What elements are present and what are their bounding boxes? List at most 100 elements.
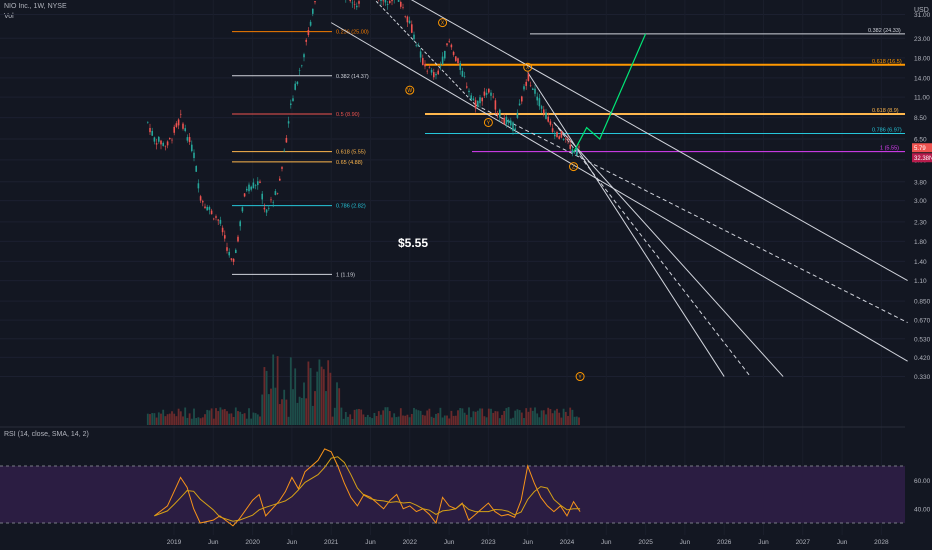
candle-body <box>228 251 230 256</box>
time-tick: Jun <box>601 539 612 546</box>
candle-body <box>250 186 252 190</box>
time-tick: 2026 <box>717 539 732 546</box>
volume-bar <box>514 410 517 425</box>
volume-bar <box>413 407 415 425</box>
wave-label: Y <box>578 375 582 381</box>
volume-bar <box>527 411 530 425</box>
candle-body <box>290 103 292 105</box>
candle-body <box>177 119 180 126</box>
volume-bar <box>424 415 426 425</box>
volume-bar <box>230 413 233 425</box>
volume-bar <box>373 412 376 425</box>
volume-bar <box>569 407 572 425</box>
volume-bar <box>391 417 393 425</box>
volume-bar <box>160 413 162 425</box>
volume-bar <box>518 410 521 425</box>
candle-body <box>309 21 312 26</box>
candle-body <box>397 0 400 2</box>
candle-body <box>188 137 191 143</box>
volume-bar <box>171 411 173 425</box>
volume-bar <box>234 407 237 425</box>
candle-body <box>547 116 549 122</box>
candle-body <box>413 34 415 40</box>
candle-body <box>213 218 215 220</box>
candle-body <box>424 64 426 67</box>
candle-body <box>272 201 274 203</box>
volume-bar <box>384 407 387 425</box>
price-tick: 1.40 <box>914 259 927 266</box>
candle-body <box>349 0 351 1</box>
candle-body <box>281 167 283 169</box>
volume-bar <box>193 408 195 425</box>
candle-body <box>199 196 202 201</box>
volume-bar <box>276 356 279 425</box>
volume-bar <box>393 413 396 425</box>
volume-bar <box>250 418 253 425</box>
volume-bar <box>226 411 228 425</box>
candle-body <box>351 2 354 4</box>
volume-bar <box>556 408 558 425</box>
trend-channels[interactable] <box>330 0 908 377</box>
volume-bar <box>188 413 191 425</box>
candle-body <box>554 134 556 137</box>
volume-bar <box>366 414 369 425</box>
candle-body <box>474 100 477 109</box>
volume-bar <box>419 410 422 425</box>
volume-bar <box>212 418 215 425</box>
candle-body <box>307 30 310 36</box>
candle-body <box>243 193 246 197</box>
volume-bar <box>382 410 385 425</box>
volume-bar <box>182 416 184 425</box>
volume-bar <box>342 418 345 425</box>
volume-bar <box>208 410 211 425</box>
candle-body <box>477 100 479 107</box>
candle-body <box>261 193 263 200</box>
volume-bars <box>146 354 580 425</box>
volume-bar <box>221 409 224 425</box>
volume-bar <box>256 414 259 425</box>
candle-body <box>314 1 316 3</box>
volume-bar <box>536 413 539 425</box>
price-tick: 11.00 <box>914 95 930 102</box>
volume-bar <box>529 407 532 425</box>
fib-level-label: 0.618 (16.5) <box>872 59 902 65</box>
volume-bar <box>553 410 556 425</box>
wave-label: W <box>407 88 412 94</box>
candle-body <box>503 117 505 125</box>
candle-body <box>298 70 301 71</box>
candle-body <box>241 207 244 212</box>
volume-bar <box>562 408 565 425</box>
volume-bar <box>483 416 486 425</box>
price-tick: 6.50 <box>914 137 927 144</box>
candle-body <box>254 185 257 186</box>
volume-bar <box>523 417 525 425</box>
candle-body <box>437 70 439 75</box>
volume-bar <box>534 407 536 425</box>
volume-bar <box>496 411 499 425</box>
volume-bar <box>179 411 182 425</box>
volume-bar <box>278 404 281 425</box>
candle-body <box>353 4 356 5</box>
volume-bar <box>223 409 226 425</box>
fib-retracement[interactable]: 1.618 (172.45)0 (66.99)0.236 (25.00)0.38… <box>232 0 905 278</box>
fib-level-label: 0.618 (5.55) <box>336 150 366 156</box>
volume-bar <box>263 367 266 425</box>
candle-body <box>565 138 567 139</box>
volume-bar <box>329 372 332 425</box>
volume-bar <box>567 416 569 425</box>
candle-body <box>257 181 259 186</box>
candle-body <box>534 88 536 94</box>
volume-bar <box>415 409 418 425</box>
candle-body <box>292 98 294 102</box>
volume-bar <box>512 417 514 425</box>
volume-bar <box>476 410 479 425</box>
candle-body <box>446 43 448 46</box>
candle-body <box>389 0 391 3</box>
volume-bar <box>505 408 508 425</box>
volume-bar <box>426 410 429 425</box>
rsi-sma <box>154 456 581 522</box>
volume-bar <box>349 414 352 425</box>
candle-body <box>287 121 290 124</box>
price-tick: 3.00 <box>914 198 927 205</box>
